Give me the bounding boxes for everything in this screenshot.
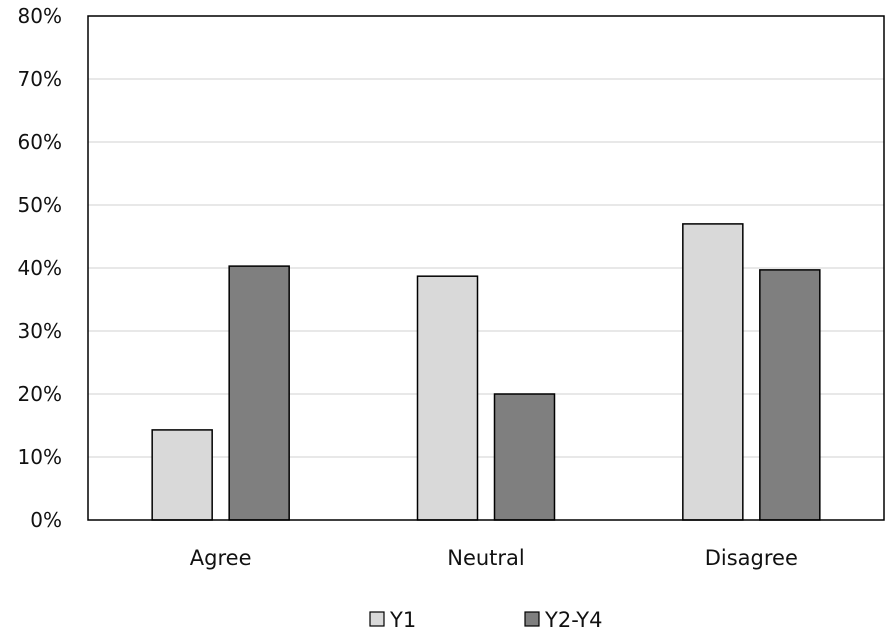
bar-y2-y4-neutral bbox=[493, 393, 556, 521]
bars bbox=[151, 223, 821, 521]
bar-y2-y4-agree bbox=[228, 265, 290, 521]
bar-y1-disagree bbox=[682, 223, 744, 521]
x-axis-category-labels: Agree Neutral Disagree bbox=[190, 546, 798, 570]
y-tick-label: 40% bbox=[18, 256, 62, 280]
legend-swatch bbox=[369, 611, 385, 627]
bar-y1-agree bbox=[151, 429, 213, 521]
legend-label: Y2-Y4 bbox=[544, 608, 602, 632]
y-tick-label: 80% bbox=[18, 4, 62, 28]
bar-y1-neutral bbox=[416, 275, 479, 521]
bar-y2-y4-disagree bbox=[759, 269, 821, 521]
category-label: Disagree bbox=[705, 546, 798, 570]
plot-frame bbox=[87, 15, 885, 521]
y-tick-label: 10% bbox=[18, 445, 62, 469]
y-tick-label: 60% bbox=[18, 130, 62, 154]
y-tick-label: 50% bbox=[18, 193, 62, 217]
legend-swatch bbox=[524, 611, 540, 627]
legend: Y1 Y2-Y4 bbox=[369, 608, 602, 632]
category-label: Agree bbox=[190, 546, 252, 570]
y-tick-label: 20% bbox=[18, 382, 62, 406]
y-tick-label: 30% bbox=[18, 319, 62, 343]
category-label: Neutral bbox=[447, 546, 525, 570]
legend-label: Y1 bbox=[389, 608, 416, 632]
axes bbox=[87, 15, 885, 521]
y-tick-label: 70% bbox=[18, 67, 62, 91]
y-tick-label: 0% bbox=[30, 508, 62, 532]
y-axis-tick-labels: 0% 10% 20% 30% 40% 50% 60% 70% 80% bbox=[18, 4, 62, 532]
gridlines bbox=[88, 15, 884, 458]
